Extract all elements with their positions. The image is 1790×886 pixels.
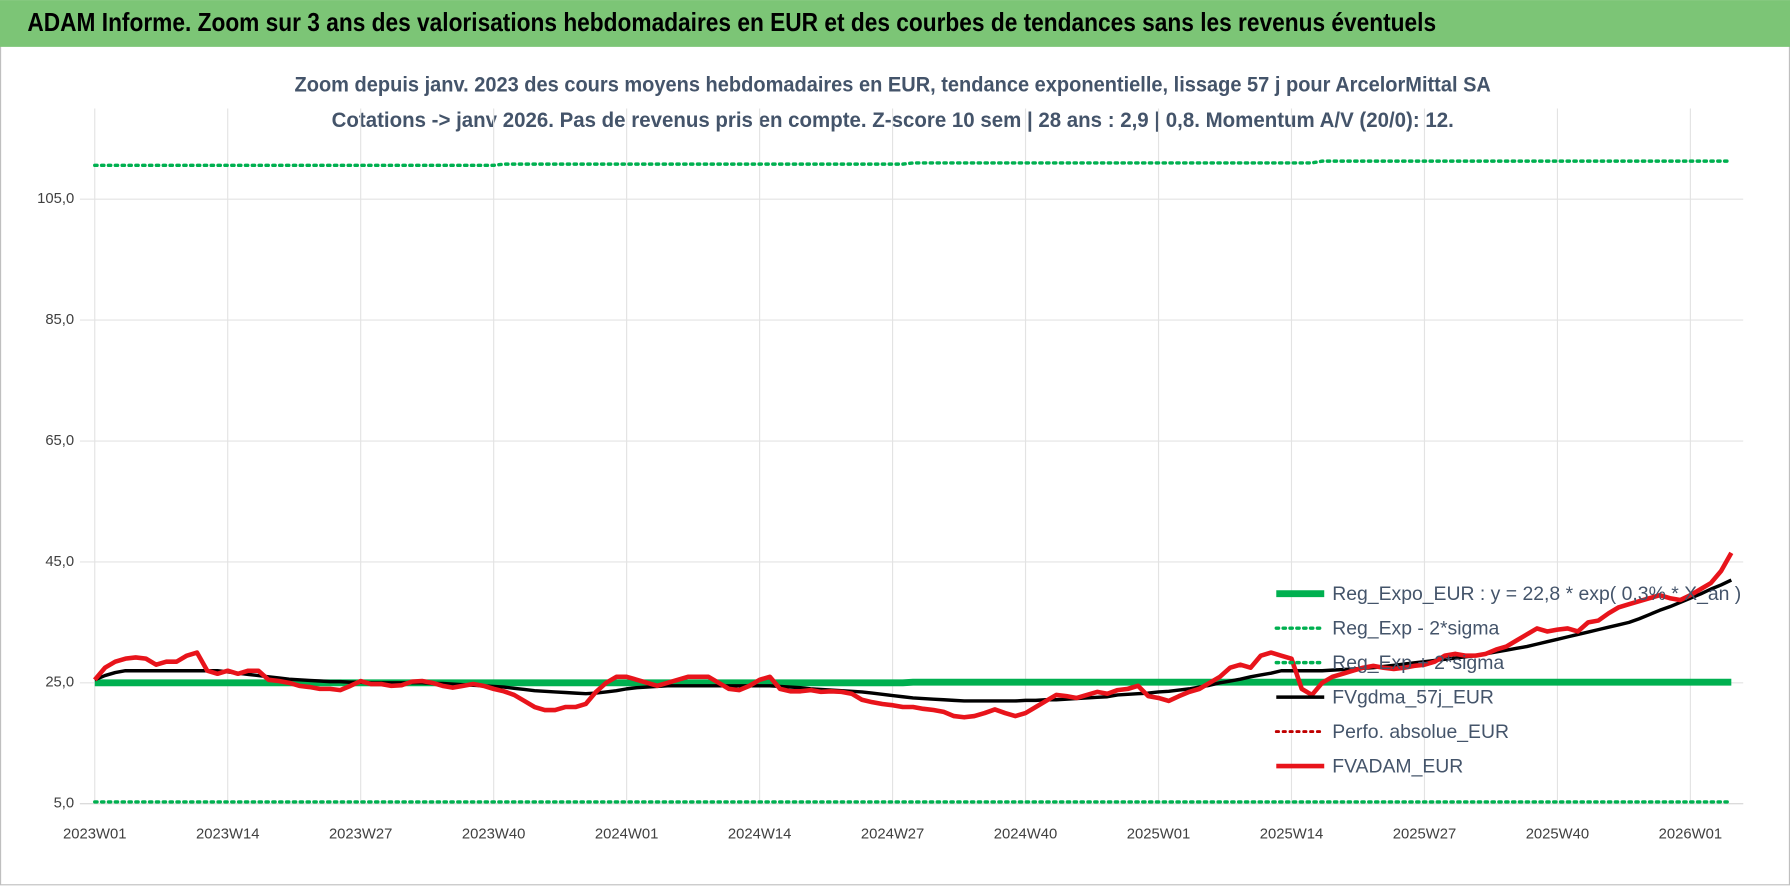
x-tick-label: 2023W40 — [462, 826, 525, 842]
x-tick-label: 2025W01 — [1127, 826, 1190, 842]
x-tick-label: 2025W14 — [1260, 826, 1323, 842]
legend-label: Perfo. absolue_EUR — [1332, 721, 1509, 743]
series-line — [93, 159, 1734, 168]
series-line — [93, 551, 1734, 720]
legend-label: Reg_Exp - 2*sigma — [1332, 617, 1499, 639]
y-tick-label: 105,0 — [37, 191, 74, 207]
x-tick-label: 2024W27 — [861, 826, 924, 842]
x-tick-label: 2024W14 — [728, 826, 791, 842]
chart-title: Zoom depuis janv. 2023 des cours moyens … — [295, 71, 1492, 96]
y-tick-label: 85,0 — [45, 312, 74, 328]
header-title: ADAM Informe. Zoom sur 3 ans des valoris… — [27, 7, 1436, 37]
x-tick-label: 2025W40 — [1526, 826, 1589, 842]
x-tick-label: 2025W27 — [1393, 826, 1456, 842]
x-tick-label: 2023W14 — [196, 826, 259, 842]
y-tick-label: 65,0 — [45, 433, 74, 449]
legend-label: Reg_Expo_EUR : y = 22,8 * exp( 0,3% * X_… — [1332, 583, 1741, 605]
x-tick-label: 2024W40 — [994, 826, 1057, 842]
y-tick-label: 45,0 — [45, 554, 74, 570]
y-tick-label: 5,0 — [54, 796, 75, 812]
y-tick-label: 25,0 — [45, 675, 74, 691]
x-tick-label: 2023W01 — [63, 826, 126, 842]
legend-label: FVADAM_EUR — [1332, 755, 1463, 777]
header-bar — [0, 0, 1790, 47]
x-tick-label: 2024W01 — [595, 826, 658, 842]
legend-label: Reg_Exp + 2*sigma — [1332, 652, 1504, 674]
legend-label: FVgdma_57j_EUR — [1332, 686, 1494, 708]
x-tick-label: 2026W01 — [1659, 826, 1722, 842]
x-tick-label: 2023W27 — [329, 826, 392, 842]
